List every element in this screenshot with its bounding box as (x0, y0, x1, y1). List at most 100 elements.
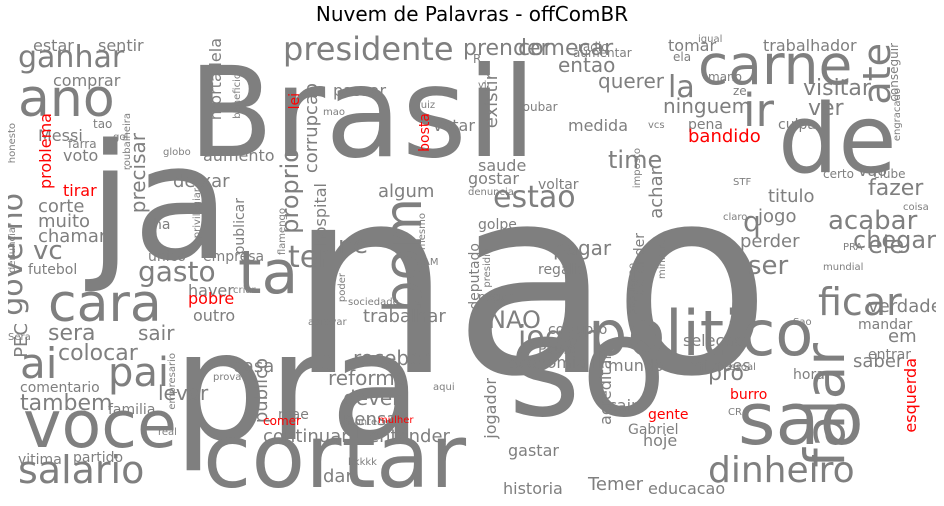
word-aprovar: aprovar (308, 317, 347, 328)
word-ela: ela (673, 50, 692, 64)
word-vir: vir (478, 80, 491, 91)
word-coisa: coisa (903, 202, 929, 213)
word-messi: Messi (38, 126, 83, 145)
word-receber: receber (353, 346, 430, 370)
word-aumentar: aumentar (573, 46, 632, 60)
word-ta: ta (238, 238, 299, 308)
word-ver: ver (808, 96, 844, 121)
word-haver: haver (188, 281, 234, 300)
word-denuncia: denuncia (468, 187, 514, 198)
word-corrupto: corrupto (548, 322, 608, 338)
word-pegar: pegar (478, 290, 513, 304)
word-futebol: futebol (28, 262, 78, 278)
word-nao: NAO (488, 306, 541, 334)
word-mano: mano (708, 70, 742, 84)
word-poder: poder (337, 273, 348, 303)
word-jogador: jogador (481, 378, 500, 439)
word-gostar: gostar (468, 169, 519, 188)
word-ser: ser (748, 251, 789, 281)
word-clube: clube (873, 167, 906, 181)
word-outro: outro (193, 306, 236, 325)
word-saude: saude (478, 156, 527, 175)
word-carne: carne (698, 33, 853, 97)
word-golpe: golpe (478, 217, 517, 233)
word-continuar: continuar (263, 426, 349, 447)
word-privilegiar: privilegiar (192, 188, 203, 239)
word-aumento: aumento (203, 146, 275, 165)
word-dar: dar (323, 466, 353, 487)
word-colocar: colocar (58, 341, 138, 366)
word-sentir: sentir (98, 36, 144, 55)
word-hora: hora (793, 367, 825, 383)
word-lei: lei (287, 93, 303, 110)
word-saber: saber (853, 351, 904, 372)
word-roubar: roubar (518, 100, 558, 114)
word-temer: Temer (588, 474, 644, 495)
word-ja: ja (88, 109, 231, 296)
word-ganhar: ganhar (18, 40, 125, 75)
word-pra: PRA (843, 242, 863, 253)
word-passar: passar (333, 81, 387, 100)
word-presidente: presidente (283, 33, 454, 68)
word-voltar: voltar (538, 177, 579, 193)
word-prender: prender (463, 36, 550, 61)
word-denunciar: denunciar (8, 223, 18, 274)
word-ministra: ministra (657, 238, 668, 280)
word-economia: economia (508, 353, 587, 372)
word-tirar: tirar (63, 181, 97, 200)
word-criar: criar (233, 285, 256, 296)
word-dinheiro: dinheiro (708, 450, 855, 491)
word-brasil: Brasil (188, 41, 537, 186)
word-nao: nao (288, 132, 772, 434)
word-tomar: tomar (668, 36, 717, 55)
word-comprar: comprar (53, 71, 121, 90)
word-reforma: reforma (328, 366, 407, 390)
word-populacao: populacao (627, 263, 638, 315)
word-salario: salario (18, 448, 145, 492)
word-mulher: mulher (378, 415, 414, 426)
word-ano: ano (18, 69, 115, 129)
word-ai: ai (20, 339, 58, 388)
word-estar: estar (33, 36, 74, 55)
word-mortadela: mortadela (206, 38, 225, 121)
word-pobre: pobre (188, 289, 235, 308)
word-vitima: vitima (18, 452, 62, 468)
word-stf: STF (733, 177, 752, 188)
word-cair: cair (608, 396, 638, 415)
word-voce: voce (23, 388, 177, 463)
word-gol: gol (113, 132, 129, 143)
word-medida: medida (568, 116, 628, 135)
word-levar: levar (158, 381, 209, 405)
word-entrar: entrar (868, 347, 912, 363)
word-gente: gente (648, 407, 689, 423)
word-comecar: comecar (518, 36, 614, 61)
word-pra: pra (173, 301, 422, 475)
word-cr: CR (728, 407, 742, 418)
word-muito: muito (38, 211, 91, 232)
word-ele: ele (868, 231, 905, 259)
word-pro: pro (708, 361, 744, 386)
word-deixar: deixar (173, 171, 230, 192)
word-am: AM (423, 257, 439, 268)
word-achar: achar (646, 168, 667, 219)
word-casa: casa (233, 356, 275, 377)
word-corrupcao: corrupcao (301, 83, 322, 174)
word-de: de (778, 85, 897, 195)
word-estao: estao (493, 180, 576, 215)
word-roubalheira: roubalheira (122, 113, 133, 171)
word-entao: entao (558, 53, 616, 77)
word-fazer: fazer (868, 176, 924, 201)
word-q: q (743, 205, 761, 238)
word-radio: radio (578, 40, 609, 54)
word-certo: certo (823, 167, 854, 181)
word-sera: sera (48, 321, 96, 346)
word-acontecer: acontecer (343, 417, 393, 428)
word-claro: claro (723, 212, 748, 223)
word-juiz: juiz (418, 100, 436, 111)
word-burro: burro (730, 387, 768, 403)
word-ha: ha (153, 217, 171, 233)
word-comer: comer (263, 414, 301, 428)
word-culpa: culpa (778, 117, 816, 133)
word-mesmo: mesmo (417, 213, 428, 250)
word-ninguem: ninguem (663, 94, 752, 118)
